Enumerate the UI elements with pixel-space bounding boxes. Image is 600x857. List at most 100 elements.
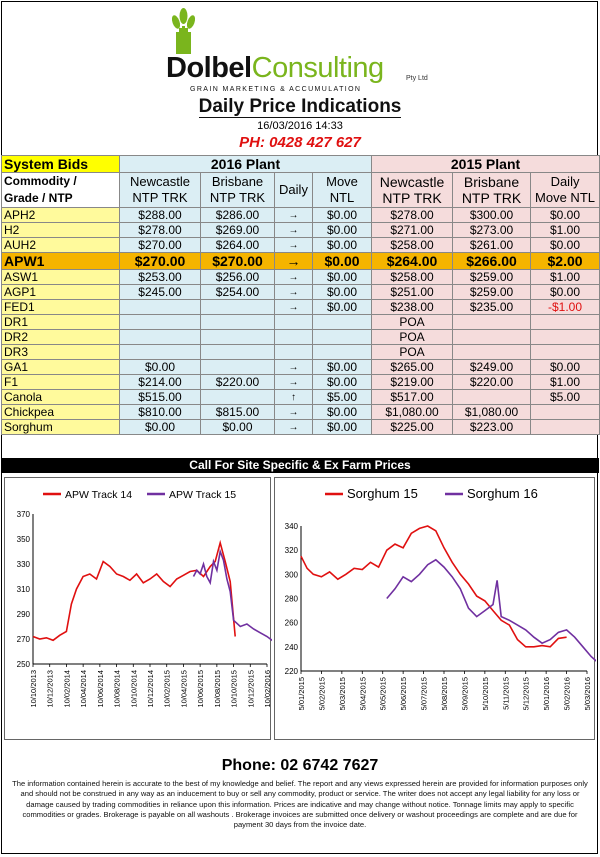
brisbane-2015-cell: $249.00 bbox=[452, 359, 532, 375]
move-2016-cell: $0.00 bbox=[311, 269, 373, 285]
x-tick-label: 10/08/2014 bbox=[113, 670, 122, 708]
table-row: ASW1 $253.00 $256.00 → $0.00 $258.00 $259.00 $1… bbox=[1, 269, 600, 285]
y-tick-label: 370 bbox=[17, 510, 31, 519]
move-2015-cell: $1.00 bbox=[530, 374, 600, 390]
newcastle-2015-cell: $258.00 bbox=[371, 237, 454, 253]
brisbane-2016-cell: $815.00 bbox=[200, 404, 275, 420]
grade-cell: F1 bbox=[1, 374, 120, 390]
move-2015-cell: $1.00 bbox=[530, 269, 600, 285]
series-line bbox=[32, 539, 236, 642]
table-row: DR1 POA bbox=[1, 314, 600, 330]
sorghum-svg: 220 240 260 280 300 320 340 5/01/2015 5/02/2015 5… bbox=[285, 486, 596, 710]
grade-cell: Chickpea bbox=[1, 404, 120, 420]
brisbane-2015-cell: $259.00 bbox=[452, 269, 532, 285]
move-2016-cell bbox=[311, 314, 373, 330]
col-daily-2015: Daily Move NTL bbox=[530, 172, 600, 208]
grade-cell: Canola bbox=[1, 389, 120, 405]
x-tick-label: 5/09/2015 bbox=[460, 677, 469, 710]
table-row: H2 $278.00 $269.00 → $0.00 $271.00 $273.00 $1.0… bbox=[1, 222, 600, 238]
daily-arrow-cell bbox=[274, 314, 313, 330]
daily-arrow-cell: → bbox=[274, 207, 313, 223]
grade-cell: APW1 bbox=[1, 252, 120, 270]
daily-arrow-cell: → bbox=[274, 284, 313, 300]
legend-label: APW Track 14 bbox=[65, 489, 132, 501]
table-row: AUH2 $270.00 $264.00 → $0.00 $258.00 $261.00 $0… bbox=[1, 237, 600, 253]
x-tick-label: 10/10/2014 bbox=[129, 670, 138, 708]
move-2015-cell: $0.00 bbox=[530, 237, 600, 253]
legend-label: Sorghum 16 bbox=[467, 486, 538, 501]
report-datetime: 16/03/2016 14:33 bbox=[257, 120, 343, 132]
brisbane-2016-cell: $0.00 bbox=[200, 419, 275, 435]
logo-part1: Dolbel bbox=[166, 52, 252, 84]
brisbane-2015-cell: $273.00 bbox=[452, 222, 532, 238]
x-tick-label: 5/02/2016 bbox=[563, 677, 572, 710]
plant-2016-header: 2016 Plant bbox=[118, 155, 373, 173]
table-row: DR2 POA bbox=[1, 329, 600, 345]
x-tick-label: 10/02/2016 bbox=[263, 670, 272, 708]
table-row: DR3 POA bbox=[1, 344, 600, 360]
move-2015-cell bbox=[530, 344, 600, 360]
brisbane-2015-cell bbox=[452, 344, 532, 360]
move-2016-cell: $0.00 bbox=[311, 374, 373, 390]
y-tick-label: 280 bbox=[285, 595, 299, 604]
plant-2015-header: 2015 Plant bbox=[371, 155, 600, 173]
grade-cell: GA1 bbox=[1, 359, 120, 375]
x-tick-label: 10/04/2015 bbox=[179, 670, 188, 708]
move-2015-cell: $5.00 bbox=[530, 389, 600, 405]
table-row: AGP1 $245.00 $254.00 → $0.00 $251.00 $259.00 $0… bbox=[1, 284, 600, 300]
x-tick-label: 5/10/2015 bbox=[481, 677, 490, 710]
x-tick-label: 5/11/2015 bbox=[501, 677, 510, 710]
y-tick-label: 340 bbox=[285, 522, 299, 531]
table-row: GA1 $0.00 → $0.00 $265.00 $249.00 $0.00 bbox=[1, 359, 600, 375]
grade-cell: AGP1 bbox=[1, 284, 120, 300]
brisbane-2016-cell: $256.00 bbox=[200, 269, 275, 285]
price-table: System Bids 2016 Plant 2015 Plant Commod… bbox=[1, 155, 600, 435]
move-2016-cell: $0.00 bbox=[311, 359, 373, 375]
brisbane-2016-cell bbox=[200, 299, 275, 315]
grade-cell: APH2 bbox=[1, 207, 120, 223]
newcastle-2015-cell: $225.00 bbox=[371, 419, 454, 435]
brisbane-2015-cell: $259.00 bbox=[452, 284, 532, 300]
col-newcastle-2015: Newcastle NTP TRK bbox=[371, 172, 454, 208]
newcastle-2015-cell: $258.00 bbox=[371, 269, 454, 285]
brisbane-2015-cell bbox=[452, 389, 532, 405]
y-tick-label: 250 bbox=[17, 660, 31, 669]
logo-tagline: GRAIN MARKETING & ACCUMULATION bbox=[190, 86, 362, 93]
brisbane-2016-cell bbox=[200, 329, 275, 345]
move-2016-cell: $0.00 bbox=[311, 252, 373, 270]
x-tick-label: 5/08/2015 bbox=[440, 677, 449, 710]
contact-phone-top: PH: 0428 427 627 bbox=[239, 134, 361, 151]
x-tick-label: 10/08/2015 bbox=[213, 670, 222, 708]
newcastle-2016-cell: $278.00 bbox=[119, 222, 201, 238]
move-2016-cell: $0.00 bbox=[311, 404, 373, 420]
move-2016-cell: $0.00 bbox=[311, 207, 373, 223]
newcastle-2016-cell: $270.00 bbox=[119, 252, 201, 270]
newcastle-2015-cell: $265.00 bbox=[371, 359, 454, 375]
brisbane-2015-cell: $220.00 bbox=[452, 374, 532, 390]
col-brisbane-2015: Brisbane NTP TRK bbox=[452, 172, 532, 208]
y-tick-label: 240 bbox=[285, 643, 299, 652]
move-2015-cell bbox=[530, 404, 600, 420]
move-2015-cell bbox=[530, 314, 600, 330]
newcastle-2016-cell: $288.00 bbox=[119, 207, 201, 223]
call-bar: Call For Site Specific & Ex Farm Prices bbox=[1, 458, 599, 473]
brisbane-2015-cell: $266.00 bbox=[452, 252, 532, 270]
x-tick-label: 5/06/2015 bbox=[399, 677, 408, 710]
logo-pty: Pty Ltd bbox=[406, 75, 428, 82]
newcastle-2015-cell: POA bbox=[371, 344, 454, 360]
move-2015-cell: $2.00 bbox=[530, 252, 600, 270]
series-line bbox=[300, 525, 567, 648]
newcastle-2016-cell bbox=[119, 344, 201, 360]
col-daily-2016: Daily bbox=[274, 172, 313, 208]
brisbane-2016-cell: $286.00 bbox=[200, 207, 275, 223]
apw-track-chart: 250 270 290 310 330 350 370 10/10/2013 10/12/201… bbox=[4, 477, 272, 740]
x-tick-label: 10/10/2013 bbox=[29, 670, 38, 708]
grade-cell: DR3 bbox=[1, 344, 120, 360]
move-2015-cell: $1.00 bbox=[530, 222, 600, 238]
series-line bbox=[386, 558, 596, 662]
logo-wordmark: DolbelConsulting bbox=[166, 52, 384, 85]
x-tick-label: 10/10/2015 bbox=[230, 670, 239, 708]
brisbane-2016-cell bbox=[200, 359, 275, 375]
brisbane-2016-cell: $254.00 bbox=[200, 284, 275, 300]
newcastle-2015-cell: $278.00 bbox=[371, 207, 454, 223]
